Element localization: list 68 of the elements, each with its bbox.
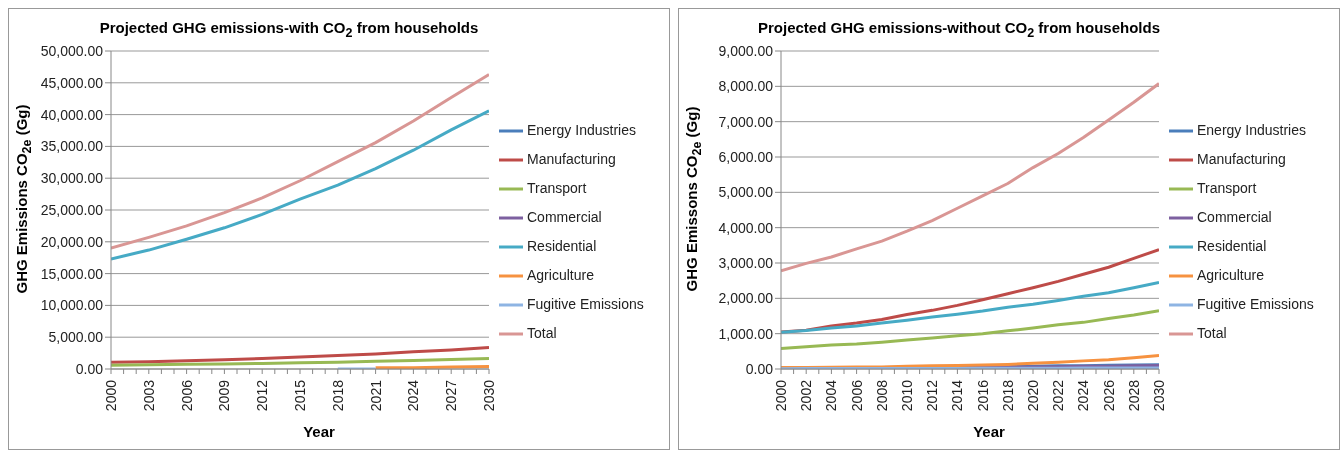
x-tick-label: 2028	[1125, 379, 1142, 412]
y-tick-label: 1,000.00	[718, 325, 774, 342]
x-tick-label: 2010	[899, 379, 915, 412]
x-tick-label: 2030	[481, 379, 497, 412]
legend-label: Commercial	[527, 209, 602, 225]
y-tick-label: 2,000.00	[718, 290, 774, 307]
legend-label: Residential	[1197, 238, 1267, 254]
x-tick-label: 2018	[999, 379, 1016, 412]
x-tick-label: 2012	[924, 379, 941, 412]
legend-label: Fugitive Emissions	[1197, 296, 1314, 312]
y-tick-label: 20,000.00	[40, 233, 104, 250]
y-tick-label: 5,000.00	[48, 329, 104, 346]
x-tick-label: 2016	[974, 379, 991, 412]
x-tick-label: 2006	[178, 379, 195, 412]
x-tick-label: 2004	[823, 379, 840, 412]
x-tick-label: 2026	[1100, 379, 1117, 412]
y-tick-label: 25,000.00	[40, 201, 104, 218]
x-tick-label: 2024	[405, 379, 422, 412]
x-tick-label: 2012	[254, 379, 271, 412]
y-tick-label: 3,000.00	[718, 254, 774, 271]
legend-label: Energy Industries	[527, 122, 636, 138]
x-axis-title: Year	[302, 423, 336, 440]
legend-label: Manufacturing	[1197, 151, 1286, 167]
legend-label: Energy Industries	[1197, 122, 1306, 138]
x-tick-label: 2015	[292, 379, 308, 412]
y-tick-label: 8,000.00	[718, 78, 774, 95]
x-tick-label: 2000	[103, 379, 119, 412]
x-tick-label: 2027	[443, 379, 460, 412]
x-tick-label: 2000	[773, 379, 789, 412]
chart-title: Projected GHG emissions-with CO$_{2}$ from households	[98, 19, 480, 40]
legend-label: Total	[527, 325, 557, 341]
x-tick-label: 2024	[1075, 379, 1092, 412]
chart-title: Projected GHG emissions-without CO$_{2}$ from households	[757, 19, 1161, 40]
y-tick-label: 35,000.00	[40, 138, 104, 155]
y-tick-label: 0.00	[745, 360, 774, 377]
legend-label: Fugitive Emissions	[527, 296, 644, 312]
legend-label: Agriculture	[1197, 267, 1264, 283]
y-tick-label: 40,000.00	[40, 106, 104, 123]
x-tick-label: 2014	[949, 379, 966, 412]
x-tick-label: 2018	[329, 379, 346, 412]
y-tick-label: 50,000.00	[40, 42, 104, 59]
x-tick-label: 2009	[216, 379, 233, 412]
legend-label: Total	[1197, 325, 1227, 341]
y-tick-label: 15,000.00	[40, 265, 104, 282]
legend-label: Commercial	[1197, 209, 1272, 225]
x-tick-label: 2030	[1151, 379, 1167, 412]
x-tick-label: 2002	[798, 379, 815, 412]
x-tick-label: 2021	[367, 379, 384, 412]
y-tick-label: 10,000.00	[40, 297, 104, 314]
legend-label: Agriculture	[527, 267, 594, 283]
x-tick-label: 2022	[1050, 379, 1067, 412]
legend-label: Transport	[527, 180, 587, 196]
legend-label: Manufacturing	[527, 151, 616, 167]
x-axis-title: Year	[972, 423, 1006, 440]
y-tick-label: 45,000.00	[40, 74, 104, 91]
legend-label: Transport	[1197, 180, 1257, 196]
y-tick-label: 30,000.00	[40, 170, 104, 187]
legend-label: Residential	[527, 238, 597, 254]
y-tick-label: 5,000.00	[718, 184, 774, 201]
y-tick-label: 0.00	[75, 360, 104, 377]
y-tick-label: 6,000.00	[718, 148, 774, 165]
x-tick-label: 2006	[848, 379, 865, 412]
x-tick-label: 2020	[1025, 379, 1041, 412]
y-tick-label: 7,000.00	[718, 113, 774, 130]
x-tick-label: 2003	[140, 379, 157, 412]
y-tick-label: 9,000.00	[718, 42, 774, 59]
y-tick-label: 4,000.00	[718, 219, 774, 236]
x-tick-label: 2008	[873, 379, 890, 412]
